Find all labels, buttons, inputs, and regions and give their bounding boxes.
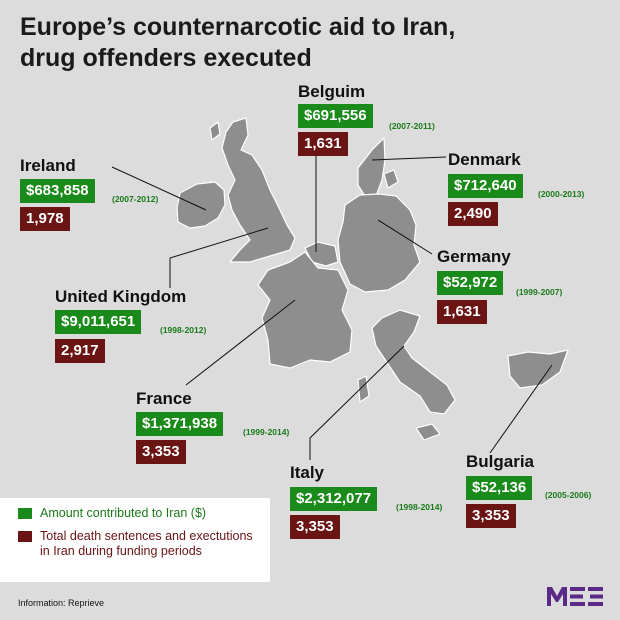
deaths-value-denmark: 2,490: [448, 202, 498, 226]
deaths-value-ireland: 1,978: [20, 207, 70, 231]
leader-ireland: [111, 166, 207, 211]
map-denmark: [357, 137, 386, 199]
legend-deaths-label: Total death sentences and exectutions in…: [40, 529, 253, 558]
period-france: (1999-2014): [243, 427, 290, 437]
legend: Amount contributed to Iran ($) Total dea…: [0, 498, 270, 582]
legend-deaths-swatch: [18, 531, 32, 542]
leader-germany: [377, 219, 433, 255]
map-denmark-island: [383, 169, 399, 189]
deaths-value-germany: 1,631: [437, 300, 487, 324]
map-france: [257, 251, 353, 369]
country-label-italy: Italy: [290, 463, 325, 482]
country-label-denmark: Denmark: [448, 150, 521, 169]
period-germany: (1999-2007): [516, 287, 563, 297]
period-ireland: (2007-2012): [112, 194, 159, 204]
aid-value-belgium: $691,556: [298, 104, 373, 128]
period-italy: (1998-2014): [396, 502, 443, 512]
map-bulgaria: [507, 349, 569, 389]
deaths-value-belgium: 1,631: [298, 132, 348, 156]
chart-title-line-1: Europe’s counternarcotic aid to Iran,: [20, 13, 456, 41]
map-scotland-isle: [209, 121, 221, 141]
map-italy: [371, 309, 456, 415]
leader-denmark: [371, 156, 447, 161]
deaths-value-bulgaria: 3,353: [466, 504, 516, 528]
source-note: Information: Reprieve: [18, 598, 105, 608]
period-bulgaria: (2005-2006): [545, 490, 592, 500]
legend-aid-label: Amount contributed to Iran ($): [40, 506, 207, 520]
aid-value-germany: $52,972: [437, 271, 504, 295]
country-label-germany: Germany: [437, 247, 511, 266]
country-label-uk: United Kingdom: [55, 287, 187, 306]
leader-lines: [111, 155, 553, 460]
period-uk: (1998-2012): [160, 325, 207, 335]
map-germany: [337, 193, 421, 293]
country-label-ireland: Ireland: [20, 156, 76, 175]
leader-france: [185, 299, 296, 386]
leader-italy: [309, 345, 405, 460]
leader-bulgaria: [489, 364, 553, 454]
chart-title: Europe’s counternarcotic aid to Iran, dr…: [20, 12, 455, 74]
country-label-bulgaria: Bulgaria: [466, 452, 535, 471]
mee-logo: [547, 587, 603, 606]
period-belgium: (2007-2011): [389, 121, 435, 131]
aid-value-ireland: $683,858: [20, 179, 95, 203]
aid-value-france: $1,371,938: [136, 412, 224, 436]
map-sicily: [415, 423, 441, 441]
aid-value-uk: $9,011,651: [55, 310, 142, 334]
map-ireland: [176, 181, 226, 229]
legend-aid-swatch: [18, 508, 32, 519]
leader-uk: [169, 227, 269, 288]
deaths-value-uk: 2,917: [55, 339, 105, 363]
aid-value-denmark: $712,640: [448, 174, 523, 198]
country-label-belgium: Belguim: [298, 82, 366, 101]
chart-title-line-2: drug offenders executed: [20, 44, 312, 72]
aid-value-italy: $2,312,077: [290, 487, 378, 511]
map-great-britain: [221, 117, 296, 263]
aid-value-bulgaria: $52,136: [466, 476, 533, 500]
deaths-value-italy: 3,353: [290, 515, 340, 539]
deaths-value-france: 3,353: [136, 440, 186, 464]
country-label-france: France: [136, 389, 192, 408]
period-denmark: (2000-2013): [538, 189, 585, 199]
